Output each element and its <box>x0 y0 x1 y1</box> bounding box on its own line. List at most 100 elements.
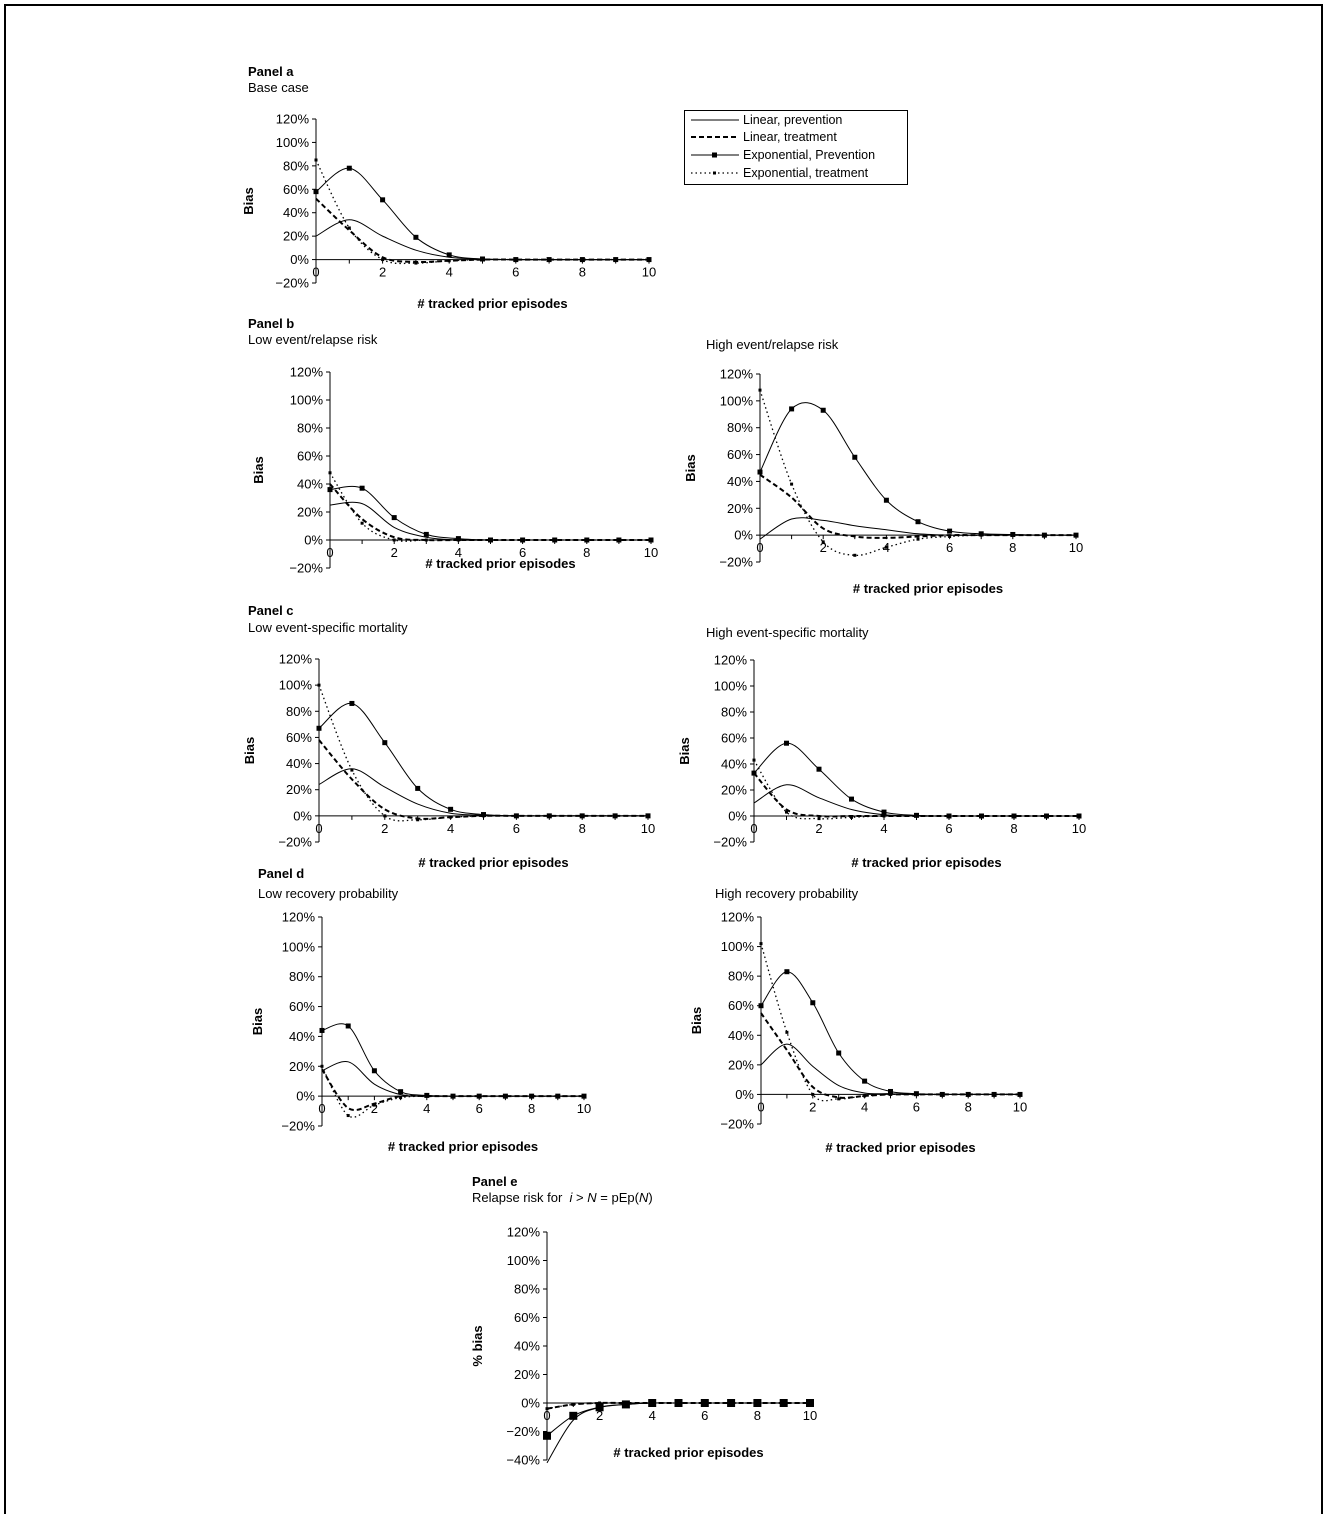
data-point <box>451 1094 455 1098</box>
x-tick-label: 10 <box>642 265 656 280</box>
x-axis-title: # tracked prior episodes <box>851 855 1001 870</box>
x-tick-label: 0 <box>756 540 763 555</box>
data-point <box>383 814 387 818</box>
data-point <box>980 814 983 818</box>
y-tick-label: 60% <box>514 1310 540 1325</box>
data-point <box>1074 533 1078 537</box>
x-tick-label: 0 <box>543 1408 550 1423</box>
panel-e-subtitle-i: i <box>569 1190 573 1205</box>
y-tick-label: 60% <box>297 449 323 464</box>
data-point <box>1045 814 1048 818</box>
legend-label: Linear, treatment <box>743 130 837 144</box>
y-tick-label: 20% <box>297 505 323 520</box>
y-tick-label: 0% <box>521 1396 540 1411</box>
x-tick-label: 2 <box>379 265 386 280</box>
chart-legend: Linear, prevention Linear, treatment Exp… <box>684 110 908 185</box>
data-point <box>414 261 418 265</box>
panel-b-left-subtitle: Low event/relapse risk <box>248 332 378 347</box>
data-point <box>1018 1092 1022 1096</box>
data-point <box>816 766 822 772</box>
data-point <box>882 814 886 818</box>
y-tick-label: 80% <box>727 420 753 435</box>
x-tick-label: 10 <box>1069 540 1083 555</box>
data-point <box>391 515 397 521</box>
x-tick-label: 6 <box>513 821 520 836</box>
y-tick-label: 20% <box>286 782 312 797</box>
y-tick-label: −20% <box>289 561 323 576</box>
data-point <box>853 553 857 557</box>
data-point <box>313 189 319 195</box>
chart-d-high: −20% 0% 20% 40% 60% 80% 100% 120% 0 2 4 6 8 10 # track… <box>689 910 1027 1156</box>
y-tick-label: 0% <box>735 1087 754 1102</box>
data-point <box>836 1050 842 1056</box>
y-tick-label: 40% <box>289 1029 315 1044</box>
x-tick-label: 8 <box>579 821 586 836</box>
y-tick-label: 60% <box>721 731 747 746</box>
data-point <box>614 258 618 262</box>
x-tick-label: 0 <box>315 821 322 836</box>
chart-c-high: −20% 0% 20% 40% 60% 80% 100% 120% 0 2 4 6 8 10 # track… <box>677 653 1086 871</box>
panel-e-subtitle-gt: > <box>572 1190 588 1205</box>
series-line <box>321 1060 584 1097</box>
data-point <box>447 259 451 263</box>
data-point <box>759 942 763 946</box>
data-point <box>543 1431 551 1440</box>
data-point <box>914 1092 918 1096</box>
panel-b-label: Panel b <box>248 316 295 331</box>
series-line <box>760 943 1020 1102</box>
series-line <box>315 219 649 261</box>
data-point <box>837 1097 841 1101</box>
x-tick-label: 6 <box>476 1101 483 1116</box>
data-point <box>350 768 354 772</box>
data-point <box>327 487 333 493</box>
y-axis-title: Bias <box>689 1007 704 1034</box>
x-tick-label: 10 <box>577 1101 591 1116</box>
series-line <box>753 742 1079 817</box>
x-tick-label: 8 <box>583 545 590 560</box>
y-tick-label: 60% <box>289 999 315 1014</box>
y-tick-label: 80% <box>721 705 747 720</box>
y-tick-label: 120% <box>714 653 748 668</box>
data-point <box>617 538 621 542</box>
y-tick-label: 0% <box>734 528 753 543</box>
y-tick-label: 40% <box>728 1028 754 1043</box>
data-point <box>580 814 584 818</box>
data-point <box>915 519 921 525</box>
data-point <box>703 1401 707 1405</box>
y-tick-label: 0% <box>304 533 323 548</box>
x-tick-label: 4 <box>649 1408 656 1423</box>
y-tick-label: 40% <box>721 757 747 772</box>
x-tick-label: 10 <box>803 1408 817 1423</box>
data-point <box>947 528 953 534</box>
data-point <box>382 740 388 746</box>
data-point <box>1042 533 1046 537</box>
y-tick-label: 100% <box>282 939 316 954</box>
data-point <box>547 258 551 262</box>
panel-e-subtitle-n: N <box>587 1190 597 1205</box>
legend-entry-linear-prevention: Linear, prevention <box>685 112 907 129</box>
data-point <box>881 809 887 815</box>
data-point <box>940 1092 944 1096</box>
panel-d-left-subtitle: Low recovery probability <box>258 886 399 901</box>
legend-entry-exponential-prevention: Exponential, Prevention <box>685 147 907 164</box>
x-tick-label: 6 <box>945 821 952 836</box>
y-tick-label: 100% <box>721 939 755 954</box>
y-tick-label: 20% <box>283 229 309 244</box>
y-tick-label: −20% <box>275 276 309 291</box>
legend-swatch-solid-square <box>691 152 739 158</box>
data-point <box>808 1401 812 1405</box>
x-tick-label: 2 <box>596 1408 603 1423</box>
x-tick-label: 4 <box>861 1099 868 1114</box>
data-point <box>398 1089 404 1095</box>
x-axis-title: # tracked prior episodes <box>388 1139 538 1154</box>
data-point <box>915 814 918 818</box>
data-point <box>677 1401 680 1405</box>
data-point <box>947 814 951 818</box>
data-point <box>514 258 518 262</box>
series-line <box>315 197 649 264</box>
y-tick-label: 60% <box>283 182 309 197</box>
data-point <box>785 1030 789 1034</box>
data-point <box>346 1114 350 1118</box>
chart-a: −20% 0% 20% 40% 60% 80% 100% 120% 0 2 4 6 8 10 # track… <box>241 112 656 312</box>
